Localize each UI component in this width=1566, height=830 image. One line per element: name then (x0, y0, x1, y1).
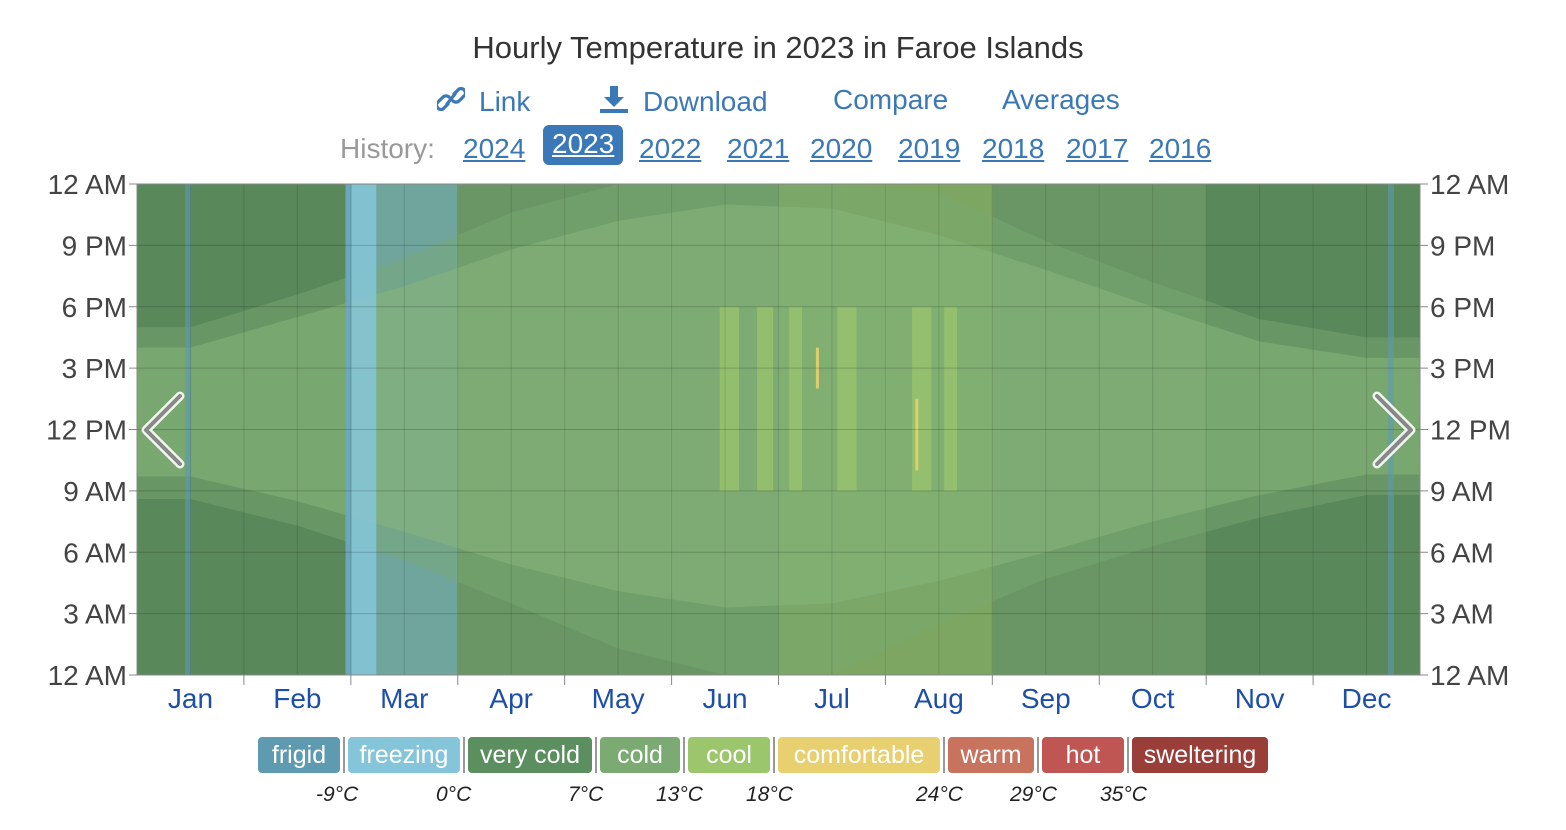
legend-threshold-label: 18°C (746, 783, 793, 806)
legend-threshold-label: 29°C (1010, 783, 1057, 806)
legend-separator (595, 737, 597, 773)
y-tick-label-right: 12 PM (1430, 415, 1511, 446)
chevron-left-stroke (144, 394, 182, 466)
cool-stripe-2 (789, 306, 803, 491)
x-tick-label-oct: Oct (1131, 683, 1175, 714)
chart-title: Hourly Temperature in 2023 in Faroe Isla… (472, 30, 1084, 65)
legend-swatch-cool: cool (688, 737, 770, 773)
x-tick-label-jan: Jan (168, 683, 213, 714)
legend-threshold-label: 24°C (916, 783, 963, 806)
y-tick-label-left: 3 AM (63, 599, 127, 630)
y-tick-label-right: 6 AM (1430, 537, 1494, 568)
download-icon (599, 84, 629, 121)
compare-link[interactable]: Compare (833, 84, 949, 115)
y-tick-label-left: 6 AM (63, 537, 127, 568)
comfortable-spot-1 (915, 398, 919, 471)
x-tick-label-aug: Aug (914, 683, 964, 714)
frigid-stripe-0 (185, 184, 192, 675)
year-2024[interactable]: 2024 (463, 133, 526, 164)
chevron-right-stroke (1375, 394, 1413, 466)
legend-separator (943, 737, 945, 773)
cool-stripe-1 (757, 306, 774, 491)
y-tick-label-left: 3 PM (62, 353, 127, 384)
prev-year-chevron-icon[interactable] (141, 391, 185, 469)
download-button[interactable]: Download (599, 84, 768, 121)
y-tick-label-right: 9 PM (1430, 230, 1495, 261)
daylight-band (137, 204, 1420, 608)
legend-separator (343, 737, 345, 773)
x-tick-label-nov: Nov (1235, 683, 1285, 714)
x-tick-label-mar: Mar (380, 683, 428, 714)
y-tick-label-left: 12 PM (46, 415, 127, 446)
averages-link[interactable]: Averages (1002, 84, 1120, 115)
y-tick-label-left: 12 AM (48, 660, 127, 691)
link-button[interactable]: Link (434, 84, 531, 121)
legend-swatch-sweltering: sweltering (1132, 737, 1268, 773)
cool-stripe-3 (837, 306, 857, 491)
y-tick-label-left: 9 AM (63, 476, 127, 507)
y-tick-label-right: 3 AM (1430, 599, 1494, 630)
year-2017[interactable]: 2017 (1066, 133, 1129, 164)
year-2019[interactable]: 2019 (898, 133, 961, 164)
cool-stripe-0 (719, 306, 739, 491)
cool-stripe-4 (912, 306, 932, 491)
next-year-chevron-icon[interactable] (1372, 391, 1416, 469)
year-2023-selected[interactable]: 2023 (543, 125, 624, 165)
x-tick-label-may: May (592, 683, 645, 714)
year-2022[interactable]: 2022 (639, 133, 702, 164)
year-2021[interactable]: 2021 (727, 133, 790, 164)
x-tick-label-apr: Apr (489, 683, 533, 714)
history-bar: History: 2024 2023 2022 2021 2020 2019 2… (0, 125, 1566, 171)
legend-threshold-label: 35°C (1100, 783, 1147, 806)
year-2020[interactable]: 2020 (810, 133, 873, 164)
legend-separator (683, 737, 685, 773)
temperature-heatmap: 12 AM 12 AM 3 AM 3 AM 6 AM 6 AM 9 AM 9 AM 12 PM 1… (46, 169, 1511, 714)
legend-separator (1127, 737, 1129, 773)
legend-swatch-cold: cold (600, 737, 680, 773)
legend-separator (463, 737, 465, 773)
legend-swatch-frigid: frigid (258, 737, 340, 773)
legend-separator (1037, 737, 1039, 773)
history-label: History: (340, 133, 435, 164)
y-tick-label-right: 3 PM (1430, 353, 1495, 384)
legend-swatch-warm: warm (948, 737, 1034, 773)
legend-separator (773, 737, 775, 773)
cool-stripe-5 (944, 306, 958, 491)
x-tick-label-feb: Feb (273, 683, 321, 714)
x-tick-label-jul: Jul (814, 683, 850, 714)
y-tick-label-right: 12 AM (1430, 169, 1509, 200)
x-tick-label-sep: Sep (1021, 683, 1071, 714)
x-tick-label-jun: Jun (702, 683, 747, 714)
chart-nav: Link Download Compare Averages (0, 84, 1566, 120)
frigid-stripe-2 (1387, 184, 1394, 675)
legend-threshold-label: -9°C (316, 783, 359, 806)
year-2016[interactable]: 2016 (1149, 133, 1212, 164)
legend-threshold-label: 7°C (568, 783, 604, 806)
frigid-stripe-1 (345, 184, 352, 675)
y-tick-label-left: 9 PM (62, 230, 127, 261)
x-tick-label-dec: Dec (1342, 683, 1392, 714)
y-tick-label-left: 12 AM (48, 169, 127, 200)
y-tick-label-left: 6 PM (62, 292, 127, 323)
legend: frigid freezing very cold cold cool comfortab… (0, 737, 1566, 777)
legend-swatch-very-cold: very cold (468, 737, 592, 773)
y-tick-label-right: 6 PM (1430, 292, 1495, 323)
comfortable-spot-2 (815, 347, 819, 389)
legend-threshold-label: 0°C (436, 783, 472, 806)
link-label: Link (479, 86, 531, 117)
legend-swatch-hot: hot (1042, 737, 1124, 773)
y-tick-label-right: 12 AM (1430, 660, 1509, 691)
y-tick-label-right: 9 AM (1430, 476, 1494, 507)
year-2018[interactable]: 2018 (982, 133, 1045, 164)
legend-swatch-comfortable: comfortable (778, 737, 940, 773)
download-label: Download (643, 86, 768, 117)
legend-swatch-freezing: freezing (348, 737, 460, 773)
legend-threshold-label: 13°C (656, 783, 703, 806)
